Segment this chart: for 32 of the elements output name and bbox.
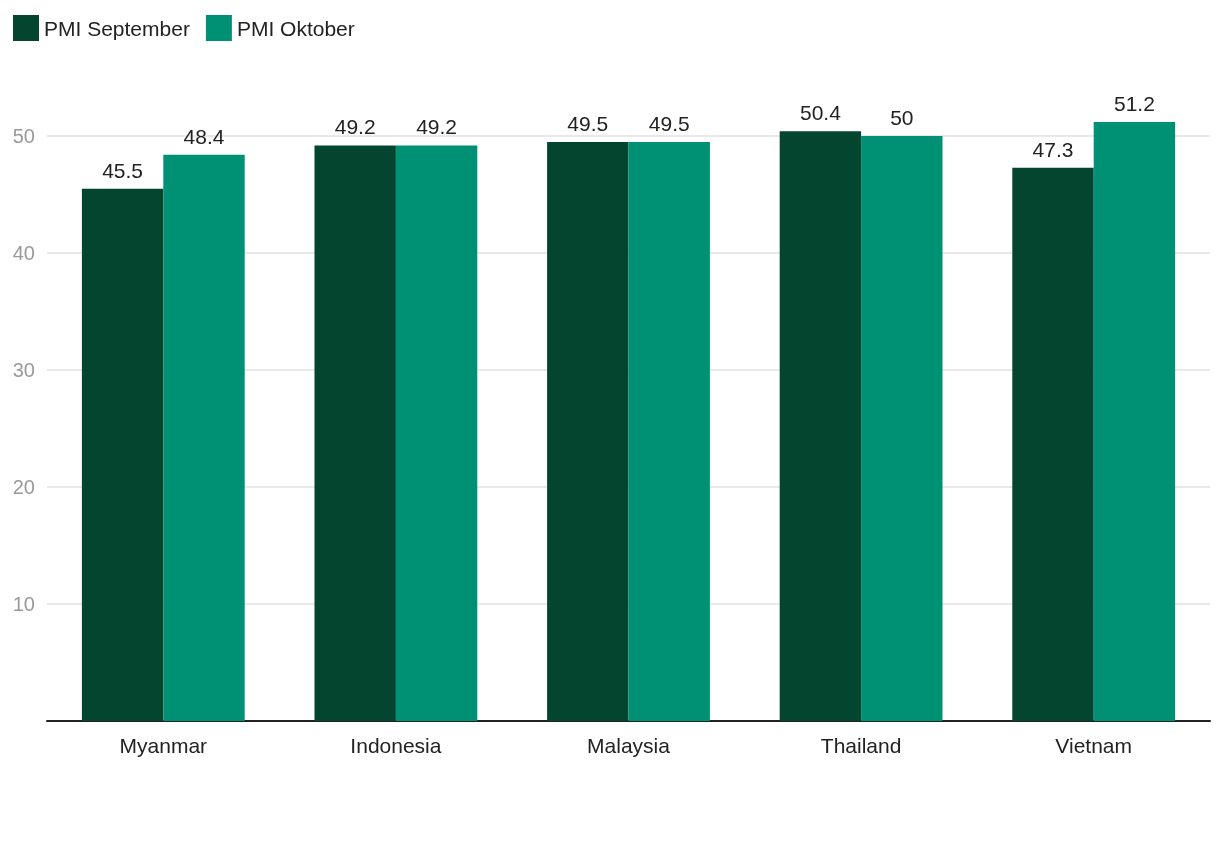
- bar: [163, 154, 245, 721]
- data-label: 49.5: [567, 111, 609, 135]
- bar: [779, 131, 862, 721]
- y-tick-label: 20: [12, 476, 35, 499]
- data-label: 47.3: [1032, 137, 1074, 161]
- data-label: 49.2: [416, 115, 458, 139]
- bar: [628, 141, 710, 721]
- data-label: 49.2: [334, 115, 376, 139]
- y-tick-label: 30: [12, 359, 35, 382]
- legend-label: PMI September: [44, 16, 190, 40]
- bar: [547, 141, 629, 721]
- data-label: 50.4: [799, 101, 842, 125]
- y-tick-label: 10: [12, 593, 35, 616]
- x-tick-label: Indonesia: [350, 734, 442, 757]
- y-tick-label: 40: [12, 242, 35, 265]
- x-tick-label: Thailand: [820, 734, 902, 757]
- data-label: 45.5: [102, 158, 144, 182]
- data-label: 49.5: [648, 111, 690, 135]
- data-label: 51.2: [1113, 92, 1155, 115]
- legend-label: PMI Oktober: [236, 16, 355, 40]
- bar: [1012, 167, 1094, 721]
- x-tick-label: Malaysia: [587, 734, 671, 757]
- y-tick-label: 50: [12, 125, 35, 148]
- data-label: 50: [890, 106, 914, 130]
- x-tick-label: Myanmar: [119, 734, 208, 757]
- bar: [314, 145, 396, 721]
- data-label: 48.4: [183, 124, 225, 148]
- bar: [395, 145, 478, 721]
- bar: [861, 136, 943, 721]
- bar: [1093, 122, 1176, 721]
- bar: [81, 188, 164, 721]
- x-tick-label: Vietnam: [1055, 734, 1133, 757]
